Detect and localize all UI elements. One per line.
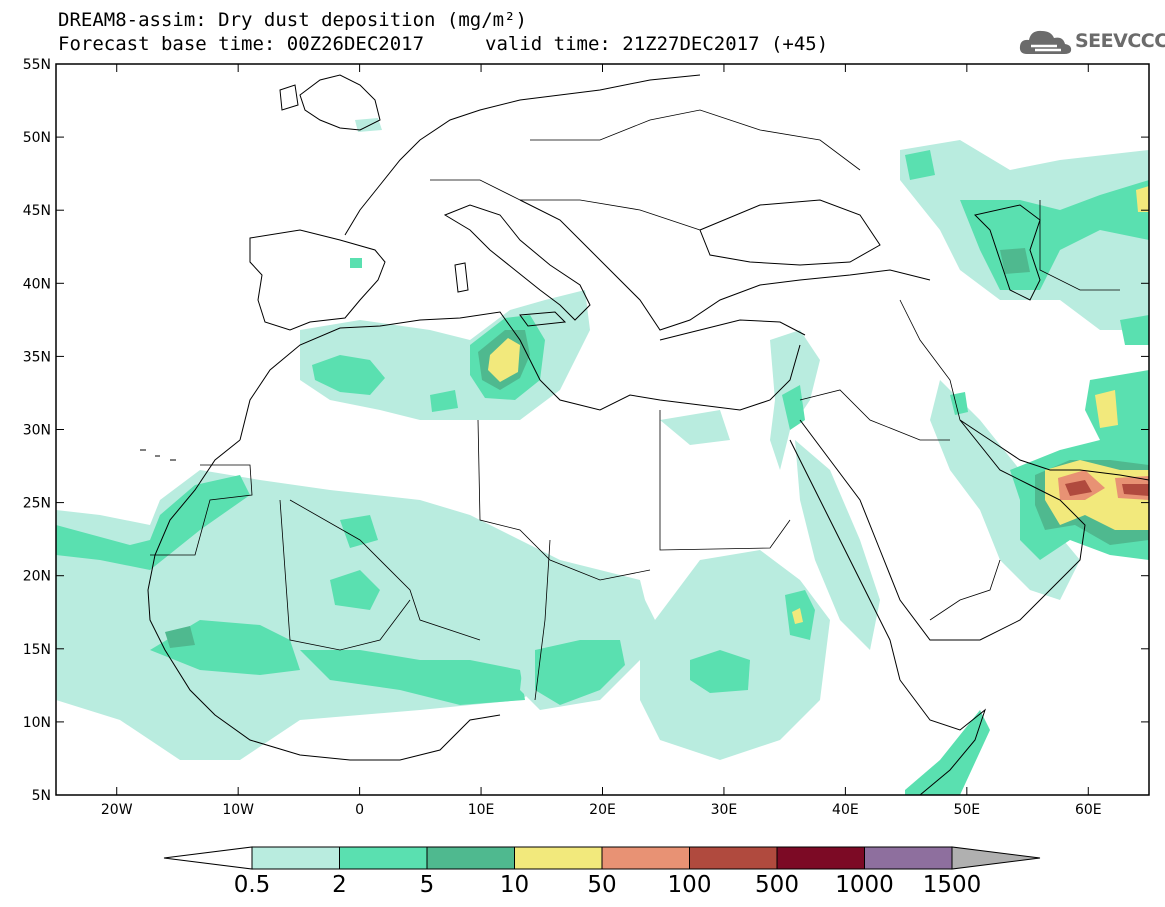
colorbar-label: 1500 — [923, 872, 982, 898]
lat-tick-label: 45N — [23, 203, 51, 219]
lat-tick-label: 40N — [23, 276, 51, 292]
colorbar-label: 5 — [420, 872, 435, 898]
colorbar-box — [426, 846, 515, 870]
colorbar-box — [601, 846, 690, 870]
forecast-base-time: Forecast base time: 00Z26DEC2017 — [58, 33, 425, 55]
colorbar-labels: 0.5 2 5 10 50 100 500 1000 1500 — [234, 872, 982, 898]
colorbar-box — [514, 846, 603, 870]
lat-tick-label: 5N — [32, 788, 51, 804]
colorbar-box — [339, 846, 428, 870]
logo-text: SEEVCCC — [1075, 30, 1165, 52]
lat-tick-label: 50N — [23, 130, 51, 146]
lat-tick-label: 15N — [23, 642, 51, 658]
lon-tick-label: 10W — [222, 802, 254, 818]
lon-tick-label: 0 — [355, 802, 364, 818]
seevccc-logo: SEEVCCC — [1017, 24, 1165, 60]
valid-time: valid time: 21Z27DEC2017 (+45) — [485, 33, 829, 55]
lon-tick-label: 60E — [1075, 802, 1102, 818]
map-title: DREAM8-assim: Dry dust deposition (mg/m²… — [58, 9, 527, 31]
lat-tick-label: 20N — [23, 569, 51, 585]
longitude-axis: 20W 10W 0 10E 20E 30E 40E 50E 60E — [101, 64, 1102, 818]
cloud-logo-icon — [1019, 30, 1072, 54]
lat-tick-label: 30N — [23, 423, 51, 439]
colorbar-label: 500 — [755, 872, 799, 898]
lat-tick-label: 25N — [23, 496, 51, 512]
colorbar-box — [864, 846, 953, 870]
colorbar-box — [776, 846, 865, 870]
lat-tick-label: 10N — [23, 715, 51, 731]
colorbar-label: 100 — [668, 872, 712, 898]
lat-tick-label: 55N — [23, 57, 51, 73]
colorbar — [163, 846, 1041, 870]
lon-tick-label: 10E — [468, 802, 495, 818]
lon-tick-label: 50E — [953, 802, 980, 818]
colorbar-label: 0.5 — [234, 872, 271, 898]
lat-tick-label: 35N — [23, 349, 51, 365]
colorbar-box — [689, 846, 778, 870]
coastlines-borders — [140, 74, 1149, 795]
colorbar-label: 1000 — [835, 872, 894, 898]
lon-tick-label: 20E — [589, 802, 616, 818]
lon-tick-label: 40E — [832, 802, 859, 818]
dust-deposition-field — [56, 118, 1149, 795]
colorbar-over-triangle — [951, 846, 1041, 870]
colorbar-label: 2 — [332, 872, 347, 898]
lon-tick-label: 20W — [101, 802, 133, 818]
lon-tick-label: 30E — [711, 802, 738, 818]
colorbar-label: 50 — [587, 872, 616, 898]
colorbar-box — [251, 846, 340, 870]
colorbar-under-triangle — [163, 846, 253, 870]
latitude-axis: 55N 50N 45N 40N 35N 30N 25N 20N 15N 10N 5N — [23, 57, 1149, 804]
colorbar-label: 10 — [500, 872, 529, 898]
